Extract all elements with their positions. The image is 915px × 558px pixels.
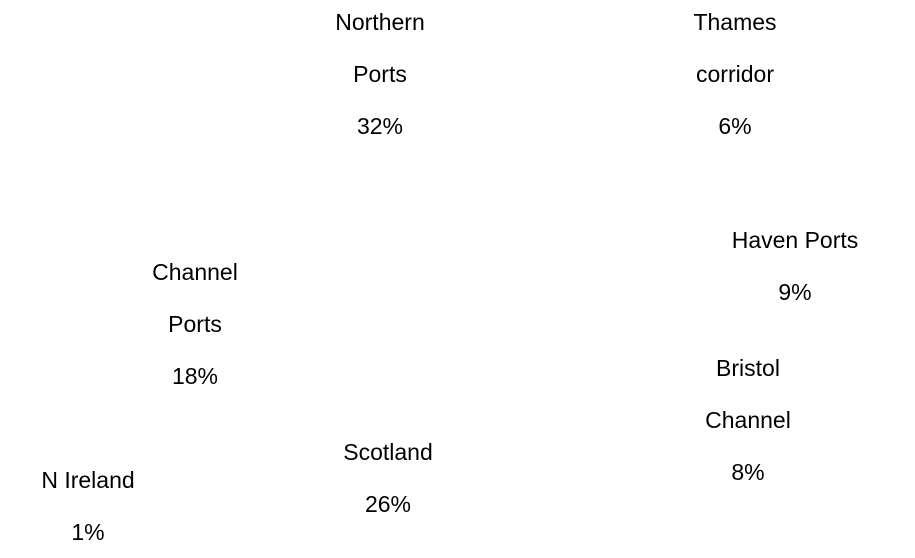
slice-label: Thames corridor [693, 9, 777, 87]
slice-label: Scotland [343, 439, 433, 465]
data-label: Bristol Channel 8% [683, 342, 813, 498]
slice-value: 18% [171, 363, 219, 389]
slice-value: 8% [731, 459, 765, 485]
data-label: N Ireland 1% [0, 454, 188, 558]
slice-label: Channel Ports [152, 259, 238, 337]
slice-label: Northern Ports [335, 9, 425, 87]
data-label: Scotland 26% [288, 426, 488, 530]
slice-label: N Ireland [41, 467, 135, 493]
data-label: Haven Ports 9% [685, 214, 905, 318]
data-label: Channel Ports 18% [130, 246, 260, 402]
data-label: Northern Ports 32% [315, 0, 445, 152]
data-label: Thames corridor 6% [670, 0, 800, 152]
slice-value: 1% [71, 519, 105, 545]
slice-value: 26% [364, 491, 412, 517]
slice-label: Haven Ports [731, 227, 859, 253]
slice-value: 32% [356, 113, 404, 139]
slice-value: 9% [778, 279, 812, 305]
slice-value: 6% [718, 113, 752, 139]
chart: Northern Ports 32% Thames corridor 6% Haven … [41, 0, 905, 545]
slice-label: Bristol Channel [705, 355, 791, 433]
